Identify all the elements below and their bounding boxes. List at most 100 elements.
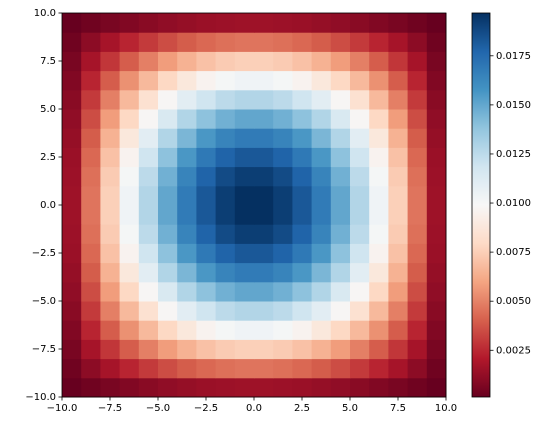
heatmap-cell	[138, 147, 159, 168]
heatmap-cell	[273, 128, 293, 148]
heatmap-cell	[292, 89, 313, 110]
heatmap-cell	[119, 13, 140, 33]
heatmap-cell	[196, 51, 217, 72]
heatmap-cell	[196, 281, 217, 302]
heatmap-cell	[292, 262, 313, 283]
heatmap-cell	[62, 262, 82, 283]
heatmap-cell	[158, 339, 178, 360]
heatmap-cell	[158, 281, 178, 302]
heatmap-cell	[388, 185, 409, 206]
heatmap-cell	[234, 301, 255, 321]
heatmap-cell	[273, 109, 293, 129]
heatmap-cell	[273, 243, 293, 264]
heatmap-cell	[119, 243, 140, 264]
heatmap-cell	[62, 358, 82, 379]
heatmap-cell	[273, 358, 293, 379]
heatmap-cell	[426, 224, 447, 244]
heatmap-cell	[254, 89, 274, 110]
heatmap-cell	[273, 147, 293, 168]
heatmap-cell	[426, 166, 447, 187]
heatmap-cell	[81, 358, 101, 379]
heatmap-cell	[311, 13, 332, 33]
heatmap-cell	[407, 301, 428, 321]
heatmap-cell	[350, 89, 370, 110]
x-tick-label: −7.5	[98, 403, 122, 414]
heatmap-cell	[62, 89, 82, 110]
heatmap-cell	[311, 185, 332, 206]
x-tick-label: −5.0	[146, 403, 170, 414]
heatmap-cell	[234, 243, 255, 264]
heatmap-cell	[138, 262, 159, 283]
heatmap-cell	[100, 358, 121, 379]
heatmap-cell	[273, 185, 293, 206]
heatmap-cell	[138, 224, 159, 244]
heatmap-cell	[177, 51, 197, 72]
heatmap-cell	[273, 89, 293, 110]
heatmap-cell	[407, 281, 428, 302]
heatmap-cell	[330, 32, 351, 52]
heatmap-cell	[388, 281, 409, 302]
heatmap-cell	[369, 320, 389, 340]
heatmap-cell	[215, 243, 236, 264]
heatmap-cell	[62, 205, 82, 225]
heatmap-cell	[119, 281, 140, 302]
heatmap-cell	[254, 51, 274, 72]
heatmap-cell	[407, 339, 428, 360]
heatmap-cell	[350, 70, 370, 91]
heatmap-cell	[388, 339, 409, 360]
heatmap-cell	[81, 51, 101, 72]
heatmap-cell	[100, 281, 121, 302]
colorbar	[471, 12, 491, 398]
y-tick-label: 7.5	[40, 56, 56, 67]
heatmap-cell	[81, 89, 101, 110]
heatmap-cell	[196, 262, 217, 283]
heatmap-cell	[81, 205, 101, 225]
heatmap-cell	[330, 243, 351, 264]
heatmap-cell	[215, 166, 236, 187]
heatmap-cell	[254, 339, 274, 360]
heatmap-cell	[426, 205, 447, 225]
x-tick-label: 5.0	[342, 403, 358, 414]
heatmap-cell	[81, 377, 101, 398]
heatmap-cell	[311, 224, 332, 244]
heatmap-cell	[350, 109, 370, 129]
heatmap-cell	[388, 51, 409, 72]
heatmap-cell	[177, 109, 197, 129]
heatmap-cell	[292, 147, 313, 168]
x-tick-label: 7.5	[390, 403, 406, 414]
heatmap-cell	[196, 358, 217, 379]
heatmap-cell	[62, 70, 82, 91]
heatmap-cell	[311, 377, 332, 398]
heatmap-cell	[62, 301, 82, 321]
colorbar-tick-label: 0.0050	[496, 296, 531, 307]
colorbar-tick-label: 0.0150	[496, 100, 531, 111]
heatmap-cell	[234, 377, 255, 398]
heatmap-cell	[273, 301, 293, 321]
heatmap-cell	[426, 339, 447, 360]
heatmap-cell	[407, 166, 428, 187]
heatmap-cell	[292, 243, 313, 264]
heatmap-cell	[177, 320, 197, 340]
heatmap-cell	[177, 185, 197, 206]
heatmap-cell	[254, 166, 274, 187]
heatmap-cell	[177, 358, 197, 379]
heatmap-cell	[62, 109, 82, 129]
heatmap-cell	[388, 128, 409, 148]
heatmap-cell	[369, 109, 389, 129]
heatmap-cell	[234, 185, 255, 206]
heatmap-cell	[273, 262, 293, 283]
heatmap-cell	[311, 128, 332, 148]
heatmap-cell	[100, 147, 121, 168]
heatmap-cell	[407, 70, 428, 91]
heatmap-cell	[369, 166, 389, 187]
heatmap-cell	[234, 32, 255, 52]
heatmap-cell	[158, 32, 178, 52]
heatmap-cell	[158, 301, 178, 321]
heatmap	[62, 13, 447, 398]
heatmap-cell	[177, 128, 197, 148]
heatmap-cell	[311, 70, 332, 91]
heatmap-cell	[369, 358, 389, 379]
heatmap-cell	[62, 243, 82, 264]
heatmap-cell	[177, 70, 197, 91]
heatmap-cell	[388, 224, 409, 244]
